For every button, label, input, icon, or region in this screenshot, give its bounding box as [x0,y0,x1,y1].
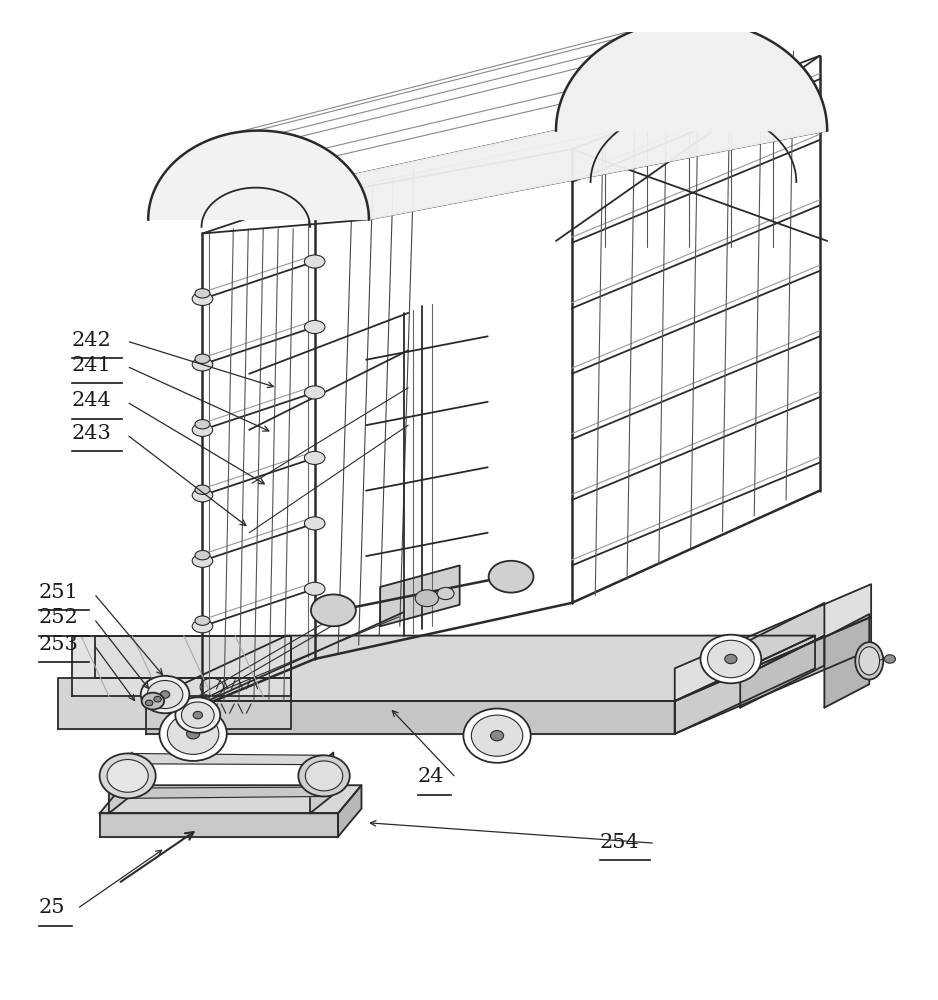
Ellipse shape [725,654,737,664]
Text: 25: 25 [38,898,66,917]
Ellipse shape [701,635,762,683]
Text: 253: 253 [38,635,79,654]
Ellipse shape [195,616,210,625]
Ellipse shape [99,753,156,798]
Polygon shape [740,636,825,708]
Ellipse shape [855,642,884,680]
Ellipse shape [160,691,170,698]
Ellipse shape [195,485,210,494]
Polygon shape [556,20,827,131]
Polygon shape [128,753,324,765]
Ellipse shape [311,594,356,626]
Ellipse shape [463,709,531,763]
Ellipse shape [195,420,210,429]
Ellipse shape [437,587,454,600]
Polygon shape [674,636,815,734]
Text: 254: 254 [600,833,640,852]
Ellipse shape [416,590,439,607]
Ellipse shape [192,423,213,436]
Ellipse shape [305,320,325,334]
Ellipse shape [298,755,350,796]
Ellipse shape [141,676,189,713]
Polygon shape [146,701,674,734]
Ellipse shape [305,451,325,464]
Polygon shape [148,20,827,219]
Polygon shape [146,636,815,701]
Polygon shape [380,565,460,626]
Polygon shape [99,785,361,813]
Ellipse shape [193,711,203,719]
Polygon shape [95,636,292,678]
Ellipse shape [859,647,880,675]
Polygon shape [338,785,361,837]
Ellipse shape [195,354,210,363]
Polygon shape [99,813,338,837]
Ellipse shape [142,693,164,709]
Ellipse shape [306,761,342,791]
Text: 243: 243 [71,424,112,443]
Ellipse shape [707,640,754,678]
Ellipse shape [195,289,210,298]
Text: 251: 251 [38,583,79,602]
Ellipse shape [305,255,325,268]
Text: 24: 24 [417,767,444,786]
Ellipse shape [159,707,227,761]
Text: 242: 242 [71,331,112,350]
Polygon shape [310,753,333,813]
Polygon shape [674,617,871,734]
Polygon shape [71,636,292,696]
Ellipse shape [154,696,161,702]
Ellipse shape [192,554,213,567]
Polygon shape [674,584,871,701]
Ellipse shape [471,715,522,756]
Ellipse shape [195,551,210,560]
Ellipse shape [147,680,183,709]
Ellipse shape [192,620,213,633]
Polygon shape [740,603,825,678]
Ellipse shape [187,729,200,739]
Ellipse shape [305,386,325,399]
Ellipse shape [192,358,213,371]
Polygon shape [128,787,324,798]
Text: 244: 244 [71,391,112,410]
Ellipse shape [491,731,504,741]
Ellipse shape [181,702,214,728]
Polygon shape [57,678,292,729]
Polygon shape [109,753,132,813]
Text: 241: 241 [71,356,112,375]
Ellipse shape [192,489,213,502]
Ellipse shape [145,700,153,706]
Ellipse shape [885,655,896,663]
Polygon shape [825,614,870,708]
Ellipse shape [167,713,219,754]
Polygon shape [148,131,369,219]
Ellipse shape [192,292,213,305]
Ellipse shape [305,517,325,530]
Ellipse shape [305,582,325,595]
Ellipse shape [175,697,220,733]
Text: 252: 252 [38,608,79,627]
Ellipse shape [107,760,148,792]
Ellipse shape [489,561,534,593]
